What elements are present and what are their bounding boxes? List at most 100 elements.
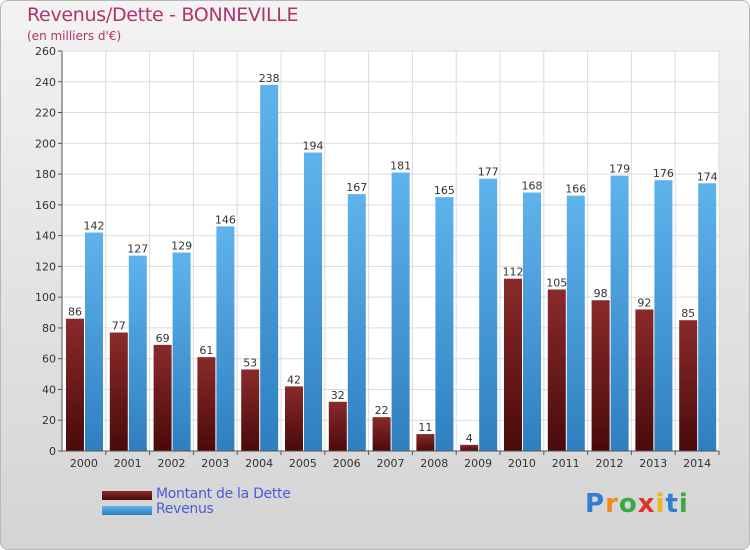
- revenus-bar: [347, 194, 366, 452]
- dette-bar: [285, 386, 303, 451]
- dette-value-label: 11: [418, 421, 432, 434]
- dette-value-label: 22: [375, 404, 389, 417]
- revenus-bar: [698, 183, 717, 452]
- revenus-bar: [391, 172, 410, 452]
- revenus-bar: [566, 195, 585, 451]
- dette-bar: [460, 444, 479, 451]
- revenus-bar: [654, 180, 673, 451]
- dette-bar: [197, 357, 216, 451]
- x-tick-label: 2004: [245, 457, 273, 470]
- y-tick-label: 160: [35, 199, 56, 212]
- revenus-value-label: 238: [259, 72, 280, 85]
- dette-bar: [241, 369, 260, 451]
- revenus-bar: [304, 152, 322, 452]
- revenus-bar: [128, 255, 147, 451]
- y-tick-label: 20: [42, 414, 56, 427]
- dette-bar: [504, 278, 522, 451]
- chart-title: Revenus/Dette - BONNEVILLE: [27, 4, 299, 26]
- y-tick-label: 100: [35, 291, 56, 304]
- legend-label-dette: Montant de la Dette: [156, 486, 291, 502]
- revenus-value-label: 142: [84, 220, 105, 233]
- dette-value-label: 61: [199, 344, 213, 357]
- y-tick-label: 60: [42, 353, 56, 366]
- x-tick-label: 2005: [289, 457, 317, 470]
- revenus-value-label: 179: [609, 163, 630, 176]
- x-tick-label: 2008: [420, 457, 448, 470]
- revenus-value-label: 167: [346, 181, 367, 194]
- dette-bar: [66, 318, 84, 451]
- dette-bar: [372, 417, 391, 451]
- value-labels: 86 142 77 127 69 129 61 146 53 238 42 194 32 167 22 181…: [68, 72, 718, 445]
- y-tick-label: 180: [35, 168, 56, 181]
- dette-value-label: 53: [243, 356, 257, 369]
- legend-swatch-revenus: [102, 506, 152, 515]
- revenus-value-label: 168: [522, 180, 543, 193]
- dette-bar: [591, 300, 610, 451]
- revenus-bar: [172, 252, 191, 451]
- dette-value-label: 98: [594, 287, 608, 300]
- x-tick-label: 2007: [377, 457, 405, 470]
- bars: [66, 84, 717, 452]
- revenus-bar: [479, 178, 498, 451]
- revenus-value-label: 181: [390, 160, 411, 173]
- x-tick-label: 2000: [70, 457, 98, 470]
- axes: 0 20 40 60 80 100 120 140 160 180 200 220 240 260 2000…: [35, 45, 720, 470]
- revenus-bar: [523, 192, 541, 452]
- y-tick-label: 260: [35, 45, 56, 58]
- dette-value-label: 69: [156, 332, 170, 345]
- revenus-bar: [260, 84, 279, 451]
- x-tick-label: 2001: [114, 457, 142, 470]
- revenus-value-label: 177: [478, 166, 499, 179]
- dette-value-label: 77: [112, 320, 126, 333]
- y-tick-label: 40: [42, 383, 56, 396]
- dette-bar: [109, 332, 128, 451]
- legend-label-revenus: Revenus: [156, 501, 214, 517]
- dette-value-label: 85: [681, 307, 695, 320]
- revenus-value-label: 129: [171, 240, 192, 253]
- dette-bar: [153, 344, 172, 451]
- revenus-value-label: 127: [127, 243, 148, 256]
- x-tick-label: 2006: [333, 457, 361, 470]
- x-tick-label: 2009: [464, 457, 492, 470]
- x-tick-label: 2012: [596, 457, 624, 470]
- x-tick-label: 2013: [639, 457, 667, 470]
- legend-swatch-dette: [102, 491, 152, 500]
- dette-bar: [679, 320, 698, 451]
- dette-value-label: 32: [331, 389, 345, 402]
- y-tick-label: 80: [42, 322, 56, 335]
- y-tick-label: 140: [35, 230, 56, 243]
- y-tick-label: 200: [35, 137, 56, 150]
- dette-bar: [547, 289, 566, 451]
- dette-value-label: 4: [466, 432, 473, 445]
- revenus-value-label: 165: [434, 184, 455, 197]
- revenus-bar: [216, 226, 235, 451]
- chart-subtitle: (en milliers d'€): [27, 29, 122, 43]
- revenus-value-label: 176: [653, 167, 674, 180]
- y-tick-label: 220: [35, 107, 56, 120]
- revenus-value-label: 194: [303, 140, 324, 153]
- dette-value-label: 112: [503, 266, 524, 279]
- y-tick-label: 120: [35, 260, 56, 273]
- revenus-bar: [435, 197, 454, 451]
- dette-value-label: 92: [637, 296, 651, 309]
- dette-value-label: 86: [68, 306, 82, 319]
- x-tick-label: 2010: [508, 457, 536, 470]
- x-tick-label: 2011: [552, 457, 580, 470]
- dette-bar: [635, 309, 654, 451]
- dette-value-label: 105: [546, 276, 567, 289]
- dette-bar: [328, 401, 347, 451]
- revenus-value-label: 146: [215, 213, 236, 226]
- dette-value-label: 42: [287, 373, 301, 386]
- revenus-bar: [610, 175, 629, 451]
- revenus-value-label: 166: [565, 183, 586, 196]
- proxiti-logo: Proxiti: [585, 489, 689, 519]
- y-tick-label: 0: [49, 445, 56, 458]
- revenus-bar: [85, 232, 103, 451]
- dette-bar: [416, 434, 435, 451]
- x-tick-label: 2014: [683, 457, 711, 470]
- x-tick-label: 2003: [201, 457, 229, 470]
- x-tick-label: 2002: [158, 457, 186, 470]
- revenus-value-label: 174: [697, 170, 718, 183]
